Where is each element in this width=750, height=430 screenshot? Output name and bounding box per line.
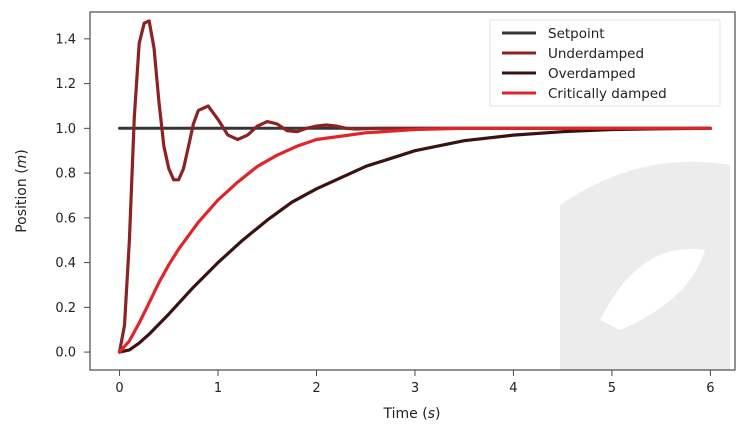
axis-unit: s xyxy=(428,406,435,422)
x-tick-label: 5 xyxy=(608,381,616,396)
watermark-logo xyxy=(560,161,730,370)
legend: Setpoint Underdamped Overdamped Critically … xyxy=(489,19,721,107)
legend-label-underdamped: Underdamped xyxy=(548,46,644,62)
y-tick-label: 0.4 xyxy=(55,256,76,271)
plot-area-frame xyxy=(89,11,736,371)
legend-label-setpoint: Setpoint xyxy=(548,26,605,42)
y-tick-label: 0.2 xyxy=(55,301,76,316)
y-axis-ticks: 0.0 0.2 0.4 0.6 0.8 1.0 1.2 1.4 xyxy=(55,32,90,361)
y-tick-label: 1.2 xyxy=(55,77,76,92)
y-tick-label: 0.0 xyxy=(55,346,76,361)
x-tick-label: 1 xyxy=(214,381,222,396)
y-axis-label: Position (m) xyxy=(14,149,30,233)
y-tick-label: 1.4 xyxy=(55,32,76,47)
x-tick-label: 0 xyxy=(115,381,123,396)
series-line-critically-damped xyxy=(117,126,712,354)
series-line-overdamped xyxy=(117,126,712,354)
y-tick-label: 0.6 xyxy=(55,211,76,226)
y-tick-label: 1.0 xyxy=(55,122,76,137)
y-tick-label: 0.8 xyxy=(55,167,76,182)
x-tick-label: 4 xyxy=(509,381,517,396)
series-layer xyxy=(117,19,712,354)
x-axis-label: Time (s) xyxy=(383,406,441,422)
x-tick-label: 2 xyxy=(312,381,320,396)
series-line-underdamped xyxy=(117,19,712,354)
legend-label-overdamped: Overdamped xyxy=(548,66,636,82)
x-axis-ticks: 0 1 2 3 4 5 6 xyxy=(115,370,715,396)
x-tick-label: 6 xyxy=(706,381,714,396)
x-tick-label: 3 xyxy=(411,381,419,396)
axis-unit: m xyxy=(14,155,30,169)
legend-label-critically-damped: Critically damped xyxy=(548,86,667,102)
